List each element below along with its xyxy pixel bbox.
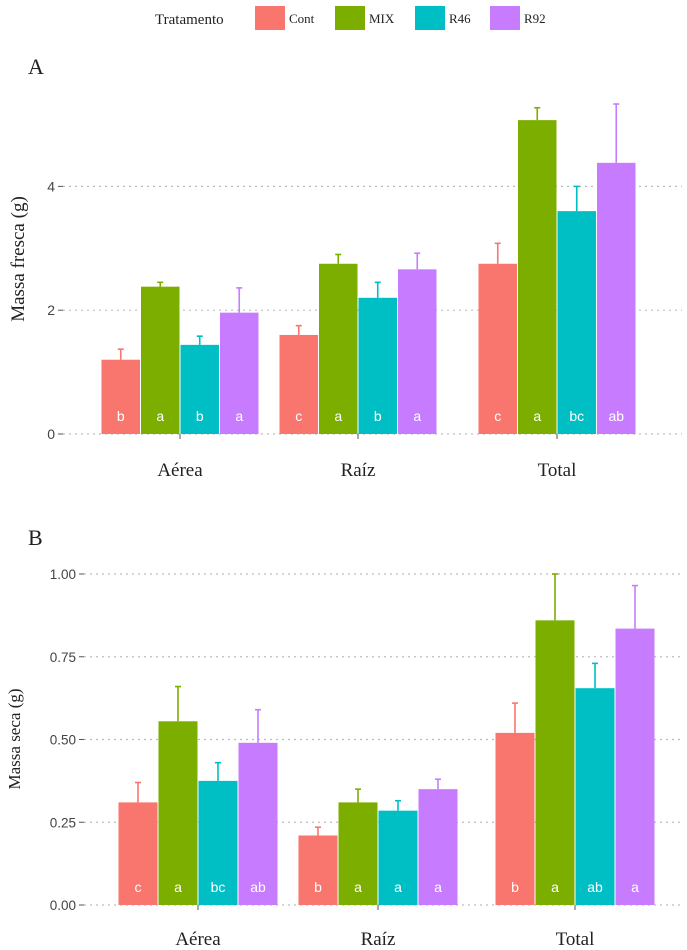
bar-r46-0 <box>180 344 219 434</box>
significance-letter: b <box>314 879 322 895</box>
y-tick-label: 1.00 <box>50 567 76 582</box>
significance-letter: a <box>334 408 342 424</box>
bar-cont-2 <box>478 263 517 434</box>
bar-r46-2 <box>575 688 615 905</box>
panel-b-ylabel: Massa seca (g) <box>5 688 24 789</box>
legend: Tratamento Cont MIX R46 R92 <box>155 6 546 30</box>
x-tick-label: Raíz <box>361 929 396 950</box>
bar-mix-1 <box>338 802 378 905</box>
significance-letter: a <box>156 408 164 424</box>
panel-a-bars: b a b a c a b a c a bc ab <box>101 103 636 434</box>
bar-cont-1 <box>279 334 318 434</box>
bar-mix-1 <box>319 263 358 434</box>
y-tick-label: 4 <box>47 178 55 194</box>
bar-cont-2 <box>495 732 535 905</box>
bar-r92-2 <box>615 628 655 905</box>
y-tick-label: 0.50 <box>50 733 76 748</box>
significance-letter: c <box>295 408 302 424</box>
bar-cont-0 <box>118 802 158 905</box>
legend-item-r46: R46 <box>415 6 471 30</box>
panel-a: A Massa fresca (g) b a b a c a b a c a bc ab 024Aér… <box>8 54 682 481</box>
significance-letter: a <box>394 879 402 895</box>
x-tick-label: Raíz <box>341 460 376 481</box>
y-tick-label: 0.00 <box>50 898 76 913</box>
bar-cont-1 <box>298 835 338 905</box>
bar-mix-0 <box>158 721 198 905</box>
significance-letter: b <box>511 879 519 895</box>
legend-swatch <box>255 6 285 30</box>
significance-letter: c <box>135 879 142 895</box>
bar-r92-0 <box>220 312 259 434</box>
significance-letter: a <box>533 408 541 424</box>
significance-letter: a <box>235 408 243 424</box>
significance-letter: b <box>117 408 125 424</box>
legend-item-cont: Cont <box>255 6 315 30</box>
legend-swatch <box>335 6 365 30</box>
bar-r92-0 <box>238 742 278 905</box>
legend-title: Tratamento <box>155 12 224 28</box>
panel-b-bars: c a bc ab b a a a b a ab a <box>118 573 655 905</box>
panel-b: B Massa seca (g) c a bc ab b a a a b a ab a 0.000.2… <box>5 525 682 950</box>
significance-letter: a <box>551 879 559 895</box>
y-tick-label: 0.25 <box>50 815 76 830</box>
panel-b-axis-ticks: 0.00 0.25 0.50 0.75 1.00 Aérea Raíz Total <box>50 567 595 950</box>
bar-cont-0 <box>101 359 140 434</box>
significance-letter: b <box>196 408 204 424</box>
legend-swatch <box>415 6 445 30</box>
significance-letter: a <box>631 879 639 895</box>
significance-letter: ab <box>250 879 266 895</box>
significance-letter: a <box>434 879 442 895</box>
x-tick-label: Aérea <box>157 460 203 481</box>
legend-label: R92 <box>524 11 546 26</box>
legend-item-mix: MIX <box>335 6 395 30</box>
panel-a-ylabel: Massa fresca (g) <box>8 196 29 322</box>
bar-mix-2 <box>535 620 575 905</box>
significance-letter: a <box>174 879 182 895</box>
legend-label: Cont <box>289 11 315 26</box>
significance-letter: a <box>354 879 362 895</box>
bar-r46-2 <box>557 211 596 434</box>
bar-r46-1 <box>358 297 397 434</box>
legend-swatch <box>490 6 520 30</box>
bar-r46-1 <box>378 810 418 905</box>
bar-mix-2 <box>518 120 557 434</box>
panel-a-axis-ticks: 0 2 4 Aérea Raíz Total <box>47 178 576 481</box>
bar-r92-1 <box>418 789 458 905</box>
legend-label: R46 <box>449 11 471 26</box>
significance-letter: ab <box>587 879 603 895</box>
legend-label: MIX <box>369 11 395 26</box>
y-tick-label: 0.75 <box>50 650 76 665</box>
panel-b-label: B <box>28 525 43 550</box>
significance-letter: b <box>374 408 382 424</box>
significance-letter: bc <box>569 408 584 424</box>
significance-letter: bc <box>211 879 226 895</box>
panel-a-label: A <box>28 54 44 79</box>
legend-item-r92: R92 <box>490 6 546 30</box>
x-tick-label: Total <box>556 929 595 950</box>
bar-r92-2 <box>597 162 636 434</box>
significance-letter: a <box>413 408 421 424</box>
bar-r46-0 <box>198 780 238 905</box>
y-tick-label: 2 <box>47 302 55 318</box>
x-tick-label: Aérea <box>175 929 221 950</box>
bar-r92-1 <box>398 269 437 434</box>
bar-mix-0 <box>141 286 180 434</box>
significance-letter: c <box>494 408 501 424</box>
x-tick-label: Total <box>538 460 577 481</box>
significance-letter: ab <box>608 408 624 424</box>
y-tick-label: 0 <box>47 426 55 442</box>
